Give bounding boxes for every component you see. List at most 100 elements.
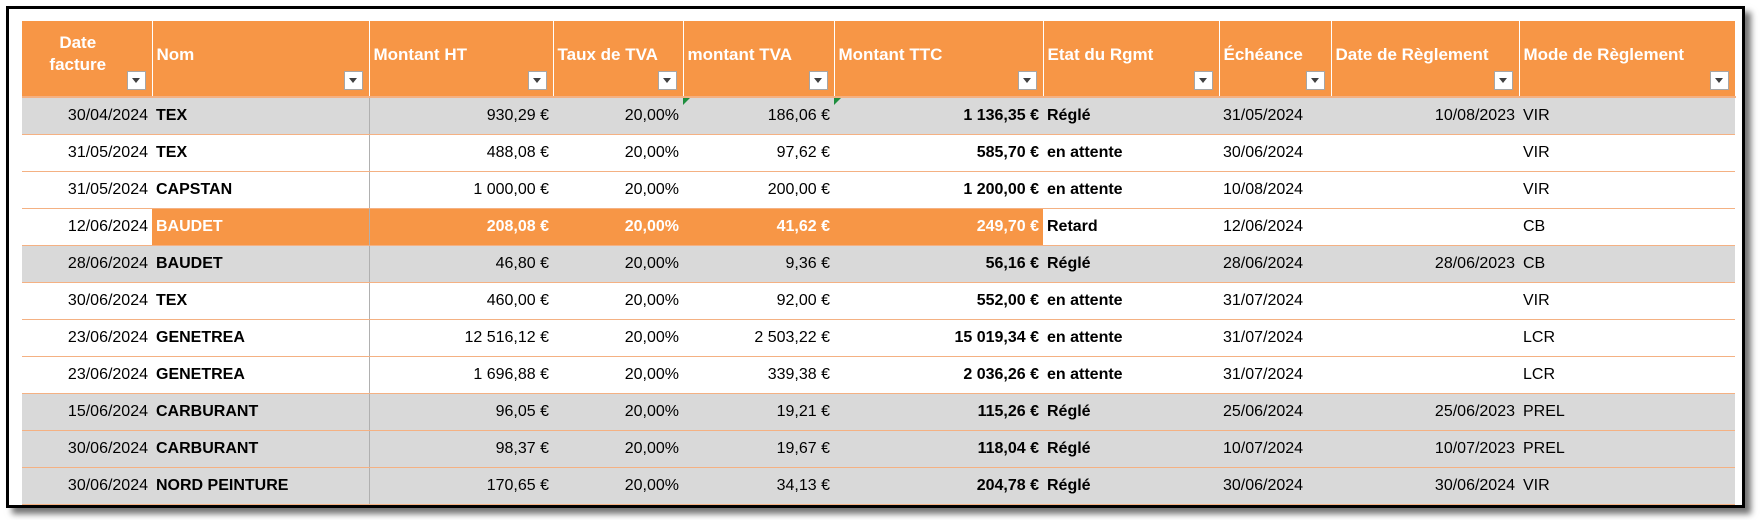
- cell-montant-ht[interactable]: 170,65 €: [369, 467, 553, 505]
- cell-nom[interactable]: GENETREA: [152, 356, 370, 394]
- table-row[interactable]: 31/05/2024 TEX 488,08 €20,00% 97,62 €585,70…: [22, 134, 1735, 172]
- cell-echeance[interactable]: 28/06/2024: [1219, 245, 1331, 283]
- cell-etat-rgmt[interactable]: Retard: [1043, 208, 1219, 246]
- cell-date-facture[interactable]: 30/06/2024: [22, 430, 152, 468]
- cell-montant-tva[interactable]: 34,13 €: [683, 467, 834, 505]
- cell-montant-ht[interactable]: 460,00 €: [369, 282, 553, 320]
- filter-dropdown-icon[interactable]: [343, 71, 363, 90]
- cell-montant-ht[interactable]: 46,80 €: [369, 245, 553, 283]
- cell-taux-tva[interactable]: 20,00%: [553, 430, 683, 468]
- cell-montant-ttc[interactable]: 585,70 €: [834, 134, 1043, 172]
- cell-mode-reglement[interactable]: VIR: [1519, 467, 1735, 505]
- filter-dropdown-icon[interactable]: [1017, 71, 1037, 90]
- cell-etat-rgmt[interactable]: Réglé: [1043, 430, 1219, 468]
- cell-montant-ttc[interactable]: 118,04 €: [834, 430, 1043, 468]
- cell-echeance[interactable]: 30/06/2024: [1219, 467, 1331, 505]
- column-header-mode-reglement[interactable]: Mode de Règlement: [1519, 21, 1736, 97]
- cell-montant-tva[interactable]: 97,62 €: [683, 134, 834, 172]
- cell-montant-ht[interactable]: 930,29 €: [369, 96, 553, 135]
- cell-montant-ttc[interactable]: 2 036,26 €: [834, 356, 1043, 394]
- cell-date-reglement[interactable]: [1331, 208, 1519, 246]
- cell-mode-reglement[interactable]: CB: [1519, 245, 1735, 283]
- table-row[interactable]: 12/06/2024 BAUDET 208,08 €20,00% 41,62 €249…: [22, 208, 1735, 246]
- cell-date-reglement[interactable]: [1331, 171, 1519, 209]
- cell-date-reglement[interactable]: 28/06/2023: [1331, 245, 1519, 283]
- filter-dropdown-icon[interactable]: [1709, 71, 1729, 90]
- cell-date-reglement[interactable]: 30/06/2024: [1331, 467, 1519, 505]
- cell-date-reglement[interactable]: [1331, 319, 1519, 357]
- cell-taux-tva[interactable]: 20,00%: [553, 134, 683, 172]
- table-row[interactable]: 30/06/2024 NORD PEINTURE 170,65 €20,00% 34,…: [22, 467, 1735, 505]
- cell-date-facture[interactable]: 23/06/2024: [22, 356, 152, 394]
- cell-mode-reglement[interactable]: LCR: [1519, 319, 1735, 357]
- cell-montant-ht[interactable]: 1 696,88 €: [369, 356, 553, 394]
- cell-etat-rgmt[interactable]: Réglé: [1043, 393, 1219, 431]
- cell-mode-reglement[interactable]: VIR: [1519, 134, 1735, 172]
- cell-montant-ht[interactable]: 208,08 €: [369, 208, 553, 246]
- cell-montant-ttc[interactable]: 15 019,34 €: [834, 319, 1043, 357]
- cell-date-facture[interactable]: 30/06/2024: [22, 467, 152, 505]
- cell-montant-ttc[interactable]: 552,00 €: [834, 282, 1043, 320]
- column-header-date-facture[interactable]: Date facture: [22, 21, 153, 97]
- cell-taux-tva[interactable]: 20,00%: [553, 393, 683, 431]
- cell-mode-reglement[interactable]: PREL: [1519, 430, 1735, 468]
- filter-dropdown-icon[interactable]: [808, 71, 828, 90]
- cell-montant-ht[interactable]: 96,05 €: [369, 393, 553, 431]
- cell-montant-ttc[interactable]: 1 200,00 €: [834, 171, 1043, 209]
- cell-date-facture[interactable]: 23/06/2024: [22, 319, 152, 357]
- cell-nom[interactable]: BAUDET: [152, 208, 370, 246]
- cell-nom[interactable]: CARBURANT: [152, 393, 370, 431]
- cell-date-facture[interactable]: 30/04/2024: [22, 96, 152, 135]
- cell-echeance[interactable]: 31/07/2024: [1219, 356, 1331, 394]
- cell-taux-tva[interactable]: 20,00%: [553, 96, 683, 135]
- cell-date-facture[interactable]: 31/05/2024: [22, 171, 152, 209]
- cell-date-facture[interactable]: 28/06/2024: [22, 245, 152, 283]
- cell-taux-tva[interactable]: 20,00%: [553, 356, 683, 394]
- cell-nom[interactable]: TEX: [152, 282, 370, 320]
- filter-dropdown-icon[interactable]: [1305, 71, 1325, 90]
- cell-echeance[interactable]: 30/06/2024: [1219, 134, 1331, 172]
- cell-etat-rgmt[interactable]: en attente: [1043, 356, 1219, 394]
- filter-dropdown-icon[interactable]: [1493, 71, 1513, 90]
- cell-montant-ttc[interactable]: 115,26 €: [834, 393, 1043, 431]
- cell-date-reglement[interactable]: 25/06/2023: [1331, 393, 1519, 431]
- cell-echeance[interactable]: 10/08/2024: [1219, 171, 1331, 209]
- filter-dropdown-icon[interactable]: [527, 71, 547, 90]
- column-header-date-reglement[interactable]: Date de Règlement: [1331, 21, 1520, 97]
- cell-etat-rgmt[interactable]: en attente: [1043, 319, 1219, 357]
- table-row[interactable]: 23/06/2024 GENETREA 12 516,12 €20,00% 2 503…: [22, 319, 1735, 357]
- cell-nom[interactable]: BAUDET: [152, 245, 370, 283]
- cell-taux-tva[interactable]: 20,00%: [553, 171, 683, 209]
- cell-date-reglement[interactable]: 10/07/2023: [1331, 430, 1519, 468]
- cell-nom[interactable]: TEX: [152, 134, 370, 172]
- cell-date-facture[interactable]: 12/06/2024: [22, 208, 152, 246]
- cell-montant-tva[interactable]: 92,00 €: [683, 282, 834, 320]
- cell-montant-ht[interactable]: 1 000,00 €: [369, 171, 553, 209]
- cell-montant-ht[interactable]: 98,37 €: [369, 430, 553, 468]
- cell-etat-rgmt[interactable]: en attente: [1043, 171, 1219, 209]
- cell-montant-tva[interactable]: 19,67 €: [683, 430, 834, 468]
- table-row[interactable]: 30/04/2024 TEX 930,29 €20,00% 186,06 €1 136…: [22, 96, 1735, 135]
- table-row[interactable]: 15/06/2024 CARBURANT 96,05 €20,00% 19,21 €1…: [22, 393, 1735, 431]
- cell-montant-ttc[interactable]: 204,78 €: [834, 467, 1043, 505]
- cell-echeance[interactable]: 25/06/2024: [1219, 393, 1331, 431]
- cell-montant-tva[interactable]: 186,06 €: [683, 96, 834, 135]
- cell-montant-tva[interactable]: 2 503,22 €: [683, 319, 834, 357]
- cell-montant-tva[interactable]: 19,21 €: [683, 393, 834, 431]
- table-row[interactable]: 23/06/2024 GENETREA 1 696,88 €20,00% 339,38…: [22, 356, 1735, 394]
- filter-dropdown-icon[interactable]: [126, 71, 146, 90]
- cell-montant-ttc[interactable]: 56,16 €: [834, 245, 1043, 283]
- cell-echeance[interactable]: 12/06/2024: [1219, 208, 1331, 246]
- cell-date-reglement[interactable]: [1331, 356, 1519, 394]
- cell-date-reglement[interactable]: [1331, 134, 1519, 172]
- table-row[interactable]: 28/06/2024 BAUDET 46,80 €20,00% 9,36 €56,16…: [22, 245, 1735, 283]
- cell-date-facture[interactable]: 30/06/2024: [22, 282, 152, 320]
- cell-mode-reglement[interactable]: VIR: [1519, 96, 1735, 135]
- filter-dropdown-icon[interactable]: [1193, 71, 1213, 90]
- cell-montant-ht[interactable]: 12 516,12 €: [369, 319, 553, 357]
- cell-taux-tva[interactable]: 20,00%: [553, 319, 683, 357]
- cell-nom[interactable]: TEX: [152, 96, 370, 135]
- cell-taux-tva[interactable]: 20,00%: [553, 208, 683, 246]
- column-header-etat-rgmt[interactable]: Etat du Rgmt: [1043, 21, 1220, 97]
- green-error-triangle-icon[interactable]: [683, 98, 690, 105]
